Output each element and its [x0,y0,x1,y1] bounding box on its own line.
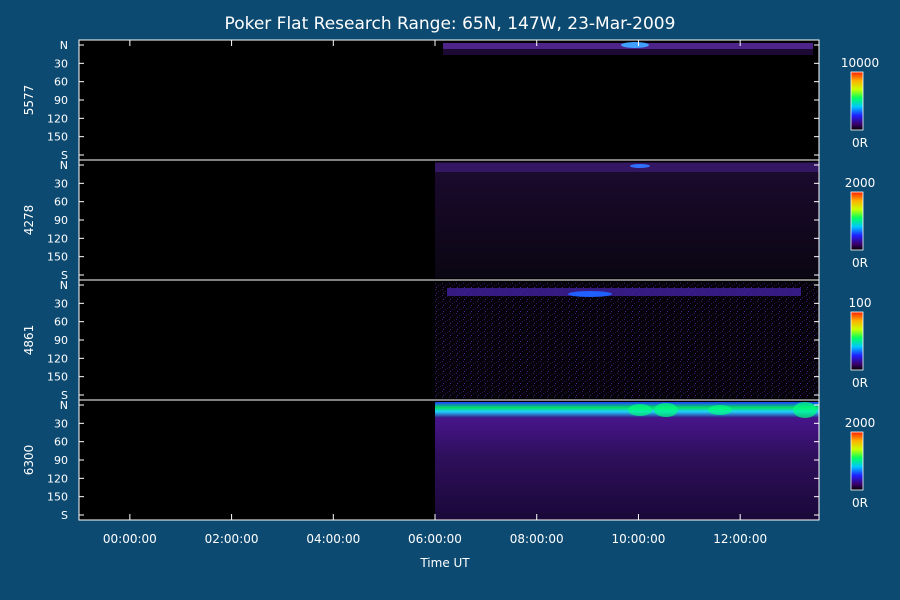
y-tick-label: 90 [54,454,68,467]
y-tick-label: 60 [54,76,68,89]
y-tick-label: S [61,269,68,282]
colorbar-min-label: 0R [852,136,868,150]
emission-6300-bright-spot [628,404,652,416]
emission-4278-band [435,163,819,172]
y-tick-label: 120 [47,472,68,485]
emission-4861-bright-spot [568,291,612,297]
y-tick-label: 60 [54,436,68,449]
emission-4861-arc [447,288,801,296]
y-tick-label: 150 [47,491,68,504]
y-tick-label: 30 [54,297,68,310]
y-tick-label: 90 [54,94,68,107]
panel-5577: N 30 60 90 120 150 S 5577 10000 0R [22,39,879,162]
y-tick-label: S [61,389,68,402]
panels: N 30 60 90 120 150 S 5577 10000 0R N 30 60 90 120 150 S 4… [22,39,879,522]
emission-6300-band [435,402,819,418]
x-tick-label: 06:00:00 [408,532,462,546]
panel-4278: N 30 60 90 120 150 S 4278 2000 0R [22,159,875,282]
y-tick-label: N [60,159,68,172]
x-tick-label: 02:00:00 [205,532,259,546]
emission-6300-bright-spot [654,403,678,417]
panel-label: 6300 [22,445,36,476]
colorbar-max-label: 10000 [841,56,879,70]
y-tick-label: 60 [54,316,68,329]
colorbar-max-label: 2000 [845,416,876,430]
y-tick-label: 30 [54,417,68,430]
y-tick-label: 120 [47,112,68,125]
y-tick-label: N [60,39,68,52]
y-tick-label: 90 [54,214,68,227]
colorbar [850,191,864,251]
x-tick-label: 08:00:00 [510,532,564,546]
colorbar-max-label: 2000 [845,176,876,190]
panel-background [79,40,819,160]
x-axis-label: Time UT [419,556,470,570]
y-tick-label: 90 [54,334,68,347]
x-tick-label: 10:00:00 [611,532,665,546]
colorbar-min-label: 0R [852,256,868,270]
x-tick-label: 12:00:00 [713,532,767,546]
y-tick-label: 120 [47,352,68,365]
y-tick-label: 150 [47,371,68,384]
panel-label: 5577 [22,85,36,116]
emission-4278-bright-spot [630,164,650,168]
y-tick-label: 30 [54,57,68,70]
x-tick-label: 04:00:00 [306,532,360,546]
chart-title: Poker Flat Research Range: 65N, 147W, 23… [225,14,676,34]
y-tick-label: S [61,509,68,522]
emission-4278-body [435,162,819,278]
panel-6300: N 30 60 90 120 150 S 6300 2000 0R [22,399,875,522]
colorbar-min-label: 0R [852,376,868,390]
colorbar [850,431,864,491]
x-axis: 00:00:00 02:00:00 04:00:00 06:00:00 08:00:00… [103,40,767,546]
emission-4861-noise [435,282,819,398]
emission-6300-bright-spot [708,405,732,415]
colorbar-min-label: 0R [852,496,868,510]
y-tick-label: 30 [54,177,68,190]
y-tick-label: 150 [47,131,68,144]
colorbar [850,71,864,131]
panel-4861: N 30 60 90 120 150 S 4861 100 0R [22,279,871,402]
y-tick-label: 150 [47,251,68,264]
panel-label: 4278 [22,205,36,236]
colorbar-max-label: 100 [849,296,872,310]
emission-6300-bright-spot [793,402,817,418]
y-tick-label: N [60,399,68,412]
y-tick-label: N [60,279,68,292]
emission-6300-body [435,414,819,520]
panel-label: 4861 [22,325,36,356]
y-tick-label: 120 [47,232,68,245]
y-tick-label: 60 [54,196,68,209]
colorbar [850,311,864,371]
emission-5577-bright-spot [621,42,649,48]
y-tick-label: S [61,149,68,162]
x-tick-label: 00:00:00 [103,532,157,546]
